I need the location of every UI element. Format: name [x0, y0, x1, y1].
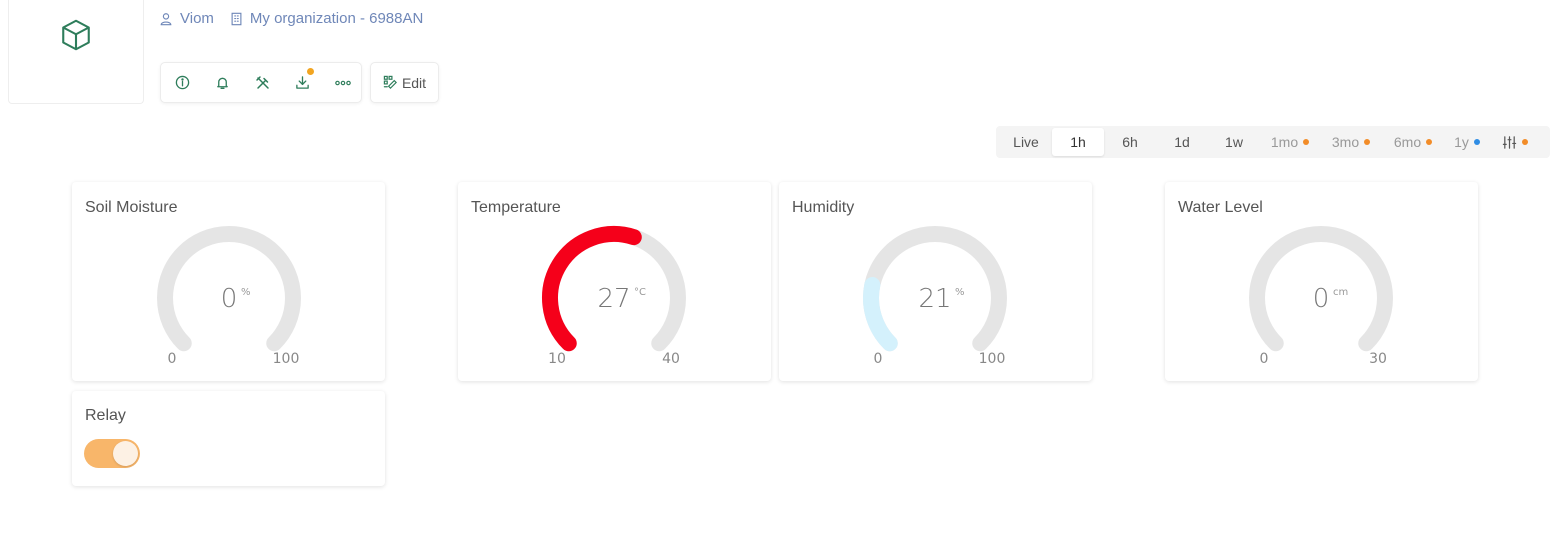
gauge-max-label: 100	[979, 351, 1006, 367]
cube-icon	[62, 19, 90, 50]
device-toolbar	[160, 62, 362, 103]
range-live[interactable]: Live	[1013, 134, 1039, 150]
time-range-selector: Live 1h 6h 1d 1w 1mo 3mo 6mo 1y	[996, 126, 1550, 158]
gauge-value: 27	[597, 284, 630, 314]
toggle-knob	[113, 441, 138, 466]
water-level-gauge: 0 cm0 30	[1249, 226, 1393, 367]
device-meta: Viom My organization - 6988AN	[159, 10, 439, 27]
water-level-card: Water Level 0 cm 0 30	[1165, 182, 1478, 381]
user-icon	[160, 12, 172, 25]
info-icon	[175, 75, 190, 90]
device-logo	[8, 0, 144, 104]
upgrade-dot	[1522, 139, 1528, 145]
range-3mo[interactable]: 3mo	[1320, 128, 1382, 156]
range-6h[interactable]: 6h	[1122, 134, 1138, 150]
tools-icon	[255, 75, 269, 89]
relay-toggle[interactable]	[84, 439, 140, 468]
soil-moisture-gauge: 0 %0 100	[157, 226, 301, 367]
gauge-max-label: 40	[662, 351, 680, 367]
download-icon	[296, 76, 309, 89]
gauge-min-label: 0	[874, 351, 883, 367]
range-1y[interactable]: 1y	[1444, 128, 1490, 156]
more-icon	[334, 80, 351, 85]
gauge-track	[157, 226, 301, 352]
humidity-card: Humidity 21% 0 100	[779, 182, 1092, 381]
upgrade-dot	[1364, 139, 1371, 145]
edit-layout-icon	[383, 75, 397, 89]
info-button[interactable]	[172, 72, 193, 93]
gauge-unit: %	[241, 287, 251, 298]
organization-link[interactable]: My organization - 6988AN	[230, 10, 423, 27]
gauge-min-label: 10	[548, 351, 566, 367]
card-title: Soil Moisture	[85, 199, 178, 216]
gauge-max-label: 100	[273, 351, 300, 367]
upgrade-dot	[1473, 139, 1480, 145]
range-1d[interactable]: 1d	[1174, 134, 1190, 150]
range-1w[interactable]: 1w	[1225, 134, 1243, 150]
notifications-button[interactable]	[212, 72, 233, 93]
gauge-value: 21	[918, 284, 951, 314]
download-button[interactable]	[292, 68, 314, 93]
card-title: Temperature	[471, 199, 561, 216]
gauge-value: 0	[221, 284, 238, 314]
gauge-unit: %	[955, 287, 965, 298]
gauge-max-label: 30	[1369, 351, 1387, 367]
humidity-gauge: 21 % 0 100	[863, 226, 1007, 367]
gauge-min-label: 0	[1260, 351, 1269, 367]
range-1mo[interactable]: 1mo	[1260, 128, 1320, 156]
gauge-unit: cm	[1333, 287, 1348, 298]
gauge-unit: °C	[634, 287, 646, 298]
range-1h[interactable]: 1h	[1052, 128, 1104, 156]
card-title: Humidity	[792, 199, 855, 216]
gauge-value-arc	[863, 277, 898, 352]
card-title: Relay	[85, 407, 126, 424]
upgrade-dot	[1303, 139, 1310, 145]
range-settings-button[interactable]	[1490, 128, 1540, 156]
temperature-gauge: 27 °C 10 40	[542, 226, 686, 367]
tools-button[interactable]	[252, 72, 273, 93]
card-title: Water Level	[1178, 199, 1263, 216]
organization-name: My organization - 6988AN	[249, 10, 424, 27]
temperature-card: Temperature 27 °C 10 40	[458, 182, 771, 381]
more-button[interactable]	[332, 72, 353, 93]
gauge-value: 0	[1313, 284, 1330, 314]
soil-moisture-card: Soil Moisture 0% 0 100	[72, 182, 385, 381]
bell-icon	[217, 77, 228, 89]
range-6mo[interactable]: 6mo	[1382, 128, 1444, 156]
building-icon	[231, 12, 242, 25]
edit-label: Edit	[401, 74, 427, 91]
gauge-value-arc	[542, 226, 642, 352]
gauge-track	[1249, 226, 1393, 352]
user-link[interactable]: Viom	[159, 10, 214, 27]
relay-card: Relay	[72, 391, 385, 486]
edit-button[interactable]: Edit	[370, 62, 439, 103]
gauge-min-label: 0	[168, 351, 177, 367]
upgrade-dot	[1426, 139, 1433, 145]
download-notification-dot	[307, 68, 314, 75]
user-name: Viom	[180, 10, 214, 27]
sliders-icon	[1502, 135, 1517, 149]
